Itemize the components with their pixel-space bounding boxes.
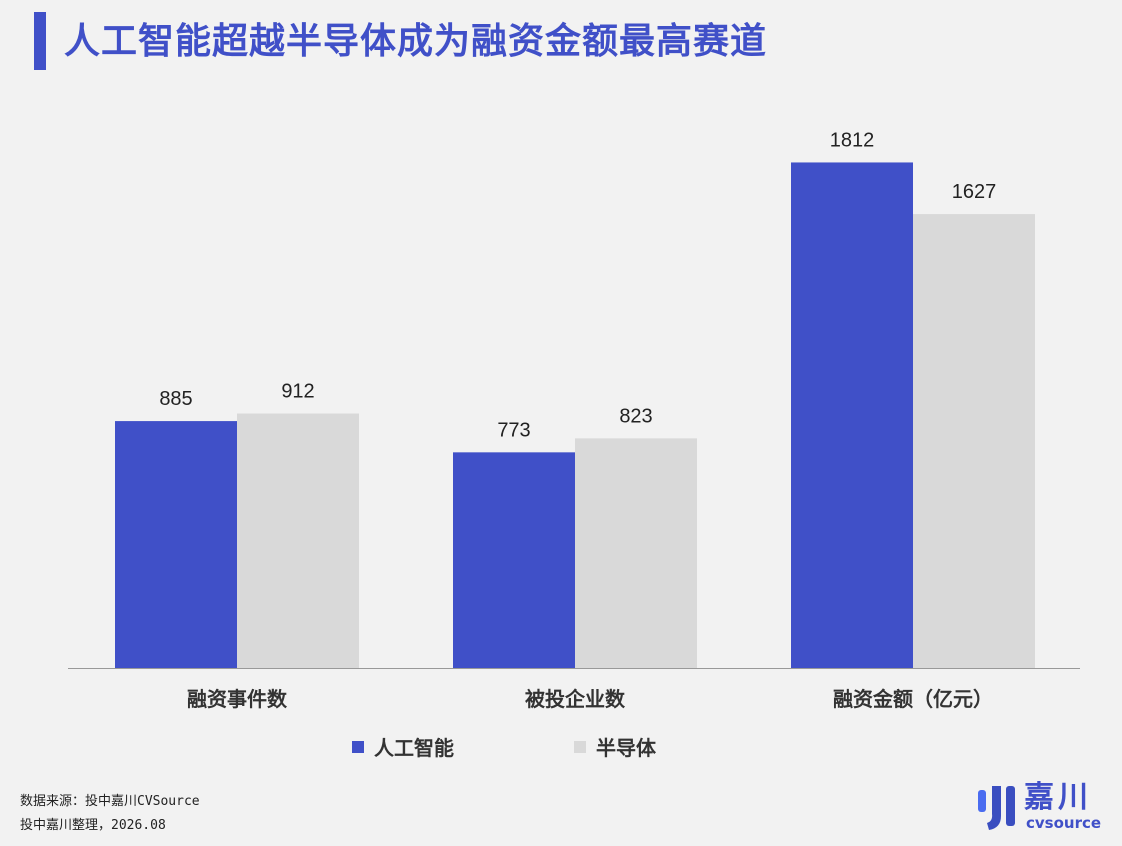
x-tick-label-1: 融资事件数 [187,687,288,711]
title-accent-bar [34,12,46,70]
bar-series-1-1 [115,421,237,668]
source-note: 数据来源：投中嘉川CVSource 投中嘉川整理，2026.08 [20,790,200,838]
logo-mark-icon [978,786,1015,830]
x-tick-label-2: 被投企业数 [525,687,626,711]
page-title: 人工智能超越半导体成为融资金额最高赛道 [64,21,768,62]
legend-label-series-1: 人工智能 [374,736,454,760]
bar-series-1-3 [791,162,913,668]
legend-swatch-series-1 [352,740,364,753]
source-line-2: 投中嘉川整理，2026.08 [20,818,166,833]
legend-item-series-2: 半导体 [574,732,656,761]
bar-series-2-1 [237,413,359,668]
legend: 人工智能 半导体 [352,732,656,761]
cvsource-logo: 嘉川 cvsource [976,780,1106,836]
source-line-1: 数据来源：投中嘉川CVSource [20,794,200,809]
data-label-series-1-1: 885 [159,388,192,410]
legend-swatch-series-2 [574,740,586,753]
data-label-series-1-3: 1812 [830,129,875,151]
bar-series-2-2 [575,438,697,668]
data-label-series-2-2: 823 [619,405,652,427]
logo-text-en: cvsource [1026,814,1102,832]
data-label-series-2-3: 1627 [952,181,997,203]
bar-series-2-3 [913,214,1035,668]
logo-text-cn: 嘉川 [1024,780,1092,815]
legend-item-series-1: 人工智能 [352,732,454,761]
bar-series-1-2 [453,452,575,668]
legend-label-series-2: 半导体 [596,736,656,760]
x-tick-label-3: 融资金额（亿元） [833,687,993,711]
data-label-series-2-1: 912 [281,381,314,403]
data-label-series-1-2: 773 [497,419,530,441]
